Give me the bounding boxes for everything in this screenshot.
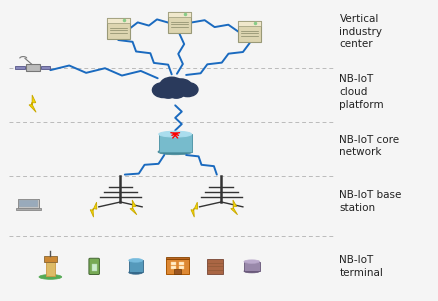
FancyBboxPatch shape <box>171 266 176 269</box>
Polygon shape <box>231 200 237 215</box>
FancyBboxPatch shape <box>171 262 176 265</box>
FancyBboxPatch shape <box>89 258 99 275</box>
FancyBboxPatch shape <box>16 208 41 210</box>
FancyBboxPatch shape <box>107 18 130 39</box>
Circle shape <box>160 87 177 98</box>
Polygon shape <box>90 202 97 217</box>
Circle shape <box>152 82 174 98</box>
Text: NB-IoT
cloud
platform: NB-IoT cloud platform <box>339 74 384 110</box>
FancyBboxPatch shape <box>15 66 25 69</box>
FancyBboxPatch shape <box>238 21 261 26</box>
FancyBboxPatch shape <box>168 12 191 17</box>
FancyBboxPatch shape <box>107 18 130 23</box>
Polygon shape <box>29 95 36 112</box>
FancyBboxPatch shape <box>179 262 184 265</box>
FancyBboxPatch shape <box>41 66 50 69</box>
FancyBboxPatch shape <box>18 199 39 208</box>
FancyBboxPatch shape <box>238 21 261 42</box>
FancyBboxPatch shape <box>166 259 189 274</box>
FancyBboxPatch shape <box>168 12 191 33</box>
Circle shape <box>160 77 184 94</box>
Ellipse shape <box>129 271 143 274</box>
FancyBboxPatch shape <box>26 64 40 71</box>
Text: NB-IoT core
network: NB-IoT core network <box>339 135 399 157</box>
FancyBboxPatch shape <box>207 259 223 274</box>
Text: Vertical
industry
center: Vertical industry center <box>339 14 382 49</box>
FancyBboxPatch shape <box>244 262 260 271</box>
FancyBboxPatch shape <box>174 268 181 274</box>
Text: NB-IoT base
station: NB-IoT base station <box>339 190 402 213</box>
Circle shape <box>177 82 198 97</box>
Ellipse shape <box>159 131 192 137</box>
Ellipse shape <box>158 149 192 155</box>
FancyBboxPatch shape <box>44 256 57 262</box>
Text: NB-IoT
terminal: NB-IoT terminal <box>339 255 383 278</box>
FancyBboxPatch shape <box>129 260 143 272</box>
Ellipse shape <box>39 275 62 279</box>
Polygon shape <box>191 202 198 217</box>
Ellipse shape <box>244 269 260 273</box>
FancyBboxPatch shape <box>92 264 97 271</box>
FancyBboxPatch shape <box>19 200 38 207</box>
FancyBboxPatch shape <box>166 256 189 259</box>
Circle shape <box>170 79 192 94</box>
Ellipse shape <box>244 260 260 263</box>
Circle shape <box>168 86 185 98</box>
FancyBboxPatch shape <box>46 259 55 276</box>
FancyBboxPatch shape <box>179 266 184 269</box>
FancyBboxPatch shape <box>159 134 192 152</box>
Ellipse shape <box>129 259 143 262</box>
Polygon shape <box>130 200 137 215</box>
